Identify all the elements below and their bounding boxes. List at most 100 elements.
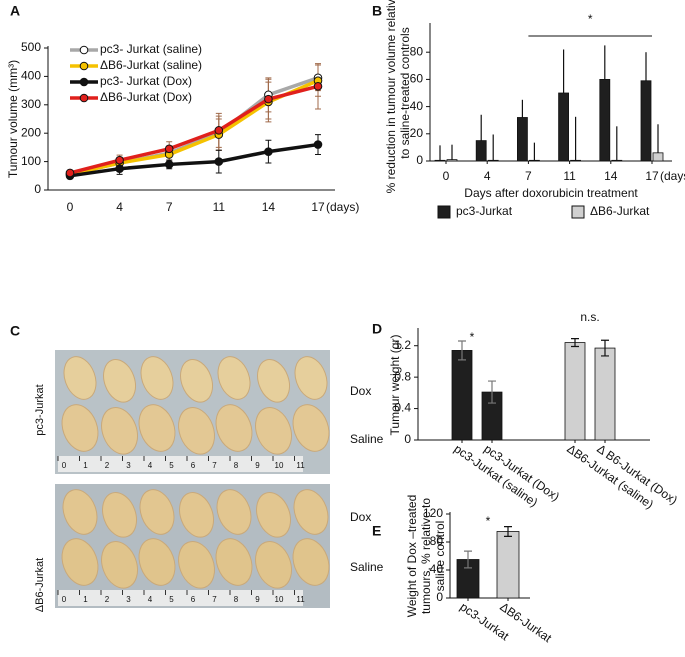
legend-label: ΔB6-Jurkat (saline) [100,58,202,72]
bar [517,117,528,162]
ruler-label: 4 [148,595,153,604]
tissue [216,489,252,535]
y-axis-label: Tumour volume (mm³) [6,60,20,178]
error-bar [601,339,609,357]
x-unit: (days) [660,169,685,183]
tissue [140,356,174,400]
error-bar [458,340,466,361]
bar [564,342,586,441]
x-tick-label: 0 [67,200,74,214]
data-point [214,126,224,135]
x-tick-label: 4 [484,169,491,183]
tissue [293,489,329,535]
bar [446,159,458,162]
ruler-label: 1 [83,595,88,604]
annotation: * [588,12,593,26]
ruler-label: 3 [126,595,131,604]
ruler-label: 8 [234,461,239,470]
ruler-label: 9 [255,461,260,470]
row-label: ΔB6-Jurkat [34,558,46,612]
legend-marker [79,45,89,55]
legend-label: pc3- Jurkat (Dox) [100,74,192,88]
annotation: n.s. [580,310,599,324]
tissue [102,492,137,538]
tissue [294,356,328,400]
y-axis-label: Weight of Dox –treated [405,495,419,618]
y-tick-label: 40 [430,562,444,576]
y-tick-label: 0 [404,432,411,446]
panel-label: E [372,523,381,539]
legend-label: ΔB6-Jurkat [590,204,650,218]
ruler-label: 11 [296,595,305,604]
ruler [58,590,303,606]
ruler-label: 8 [234,595,239,604]
legend-label: pc3- Jurkat (saline) [100,42,202,56]
bar [529,159,540,162]
ruler-label: 6 [191,595,196,604]
error-bar [488,380,496,404]
y-tick-label: 200 [21,125,41,139]
y-tick-label: 60 [410,72,424,86]
bar [570,159,581,162]
x-tick-label: 4 [116,200,123,214]
bar [487,159,499,162]
tissue [292,404,330,452]
ruler-label: 9 [255,595,260,604]
y-axis-label: to saline-treated controls [398,27,412,158]
data-point [264,94,273,104]
error-bar [571,338,579,348]
bar [475,140,487,162]
y-tick-label: 400 [21,69,41,83]
x-axis-label: Days after doxorubicin treatment [464,186,638,200]
tissue [257,359,291,403]
legend-swatch [437,205,451,219]
y-tick-label: 0 [436,590,443,604]
legend-marker [79,61,89,71]
series-line [69,84,319,175]
tissue [101,541,138,589]
x-tick-label: 17 [311,200,325,214]
bar [496,531,520,599]
ruler-label: 4 [148,461,153,470]
ruler-label: 10 [275,461,284,470]
ruler-label: 0 [62,461,67,470]
ruler-label: 11 [296,461,305,470]
ruler-label: 5 [169,461,174,470]
ruler-label: 1 [83,461,88,470]
bar [434,159,446,162]
treatment-label: Saline [350,432,384,446]
tissue [139,489,175,535]
panel-label: B [372,3,382,19]
error-bar [464,550,472,569]
legend-marker [79,77,89,87]
x-tick-label: 0 [443,169,450,183]
y-tick-label: 0.4 [394,401,411,415]
ruler-label: 10 [275,595,284,604]
tissue [178,541,215,589]
panel-label: C [10,323,20,339]
tissue [63,356,97,400]
y-tick-label: 80 [430,534,444,548]
bar [558,92,569,162]
x-tick-label: 11 [563,169,576,183]
series-line [69,142,319,178]
row-label: pc3-Jurkat [34,384,46,435]
tissue [179,492,214,538]
treatment-label: Dox [350,510,371,524]
y-tick-label: 20 [410,126,424,140]
x-tick-label: 14 [262,200,276,214]
ruler [58,456,303,472]
x-tick-label: 17 [645,169,659,183]
y-axis-label: Tumour weight (gr) [388,335,402,436]
tissue [292,538,330,586]
tissue [62,489,98,535]
tissue [101,407,138,455]
tissue [255,541,292,589]
y-axis-label: saline control [433,521,447,592]
data-point [65,168,75,178]
data-point [115,164,124,173]
tissue [215,538,253,586]
ruler-label: 0 [62,595,67,604]
legend-label: pc3-Jurkat [456,204,513,218]
